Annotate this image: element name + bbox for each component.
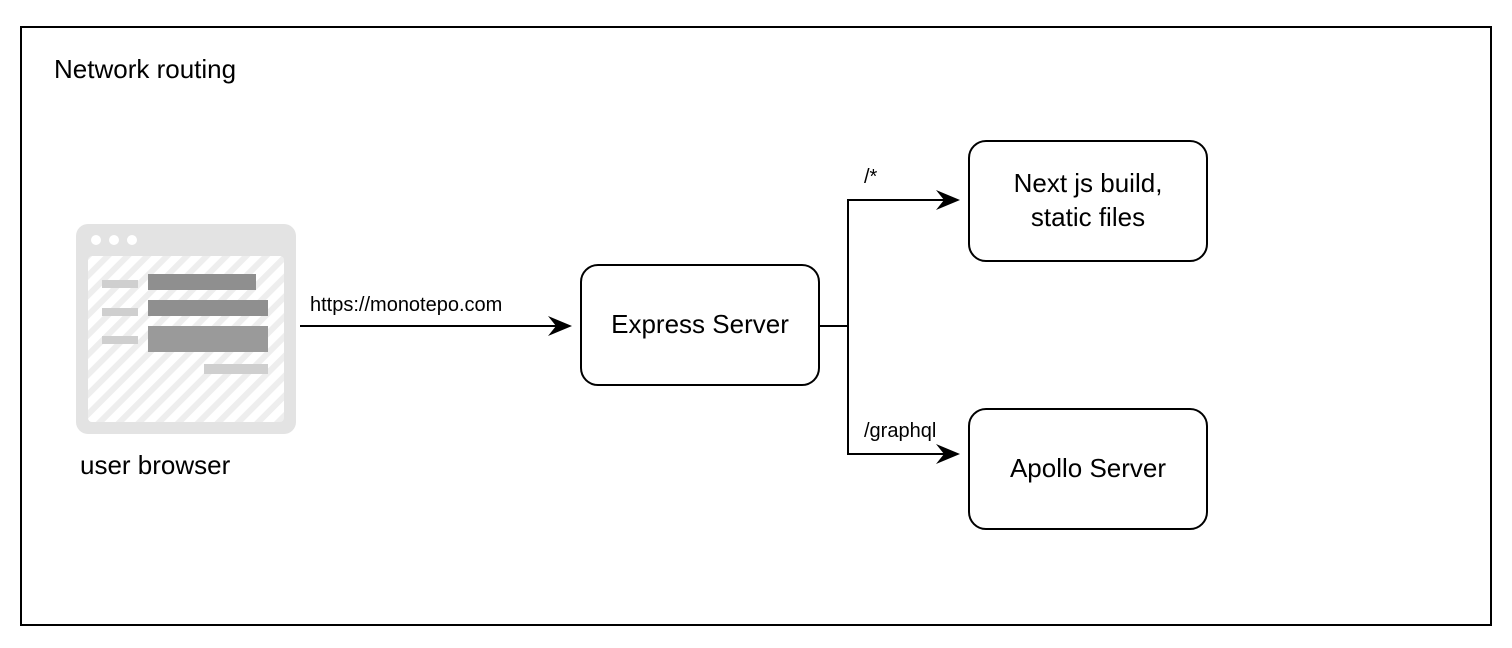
node-express-server: Express Server — [580, 264, 820, 386]
edge-label-wildcard: /* — [864, 166, 877, 189]
diagram-title: Network routing — [54, 54, 236, 85]
browser-caption: user browser — [80, 450, 230, 481]
node-nextjs-build: Next js build,static files — [968, 140, 1208, 262]
edge-label-graphql: /graphql — [864, 420, 936, 443]
node-apollo-server: Apollo Server — [968, 408, 1208, 530]
browser-window-icon — [76, 224, 296, 434]
edge-label-url: https://monotepo.com — [310, 294, 502, 317]
